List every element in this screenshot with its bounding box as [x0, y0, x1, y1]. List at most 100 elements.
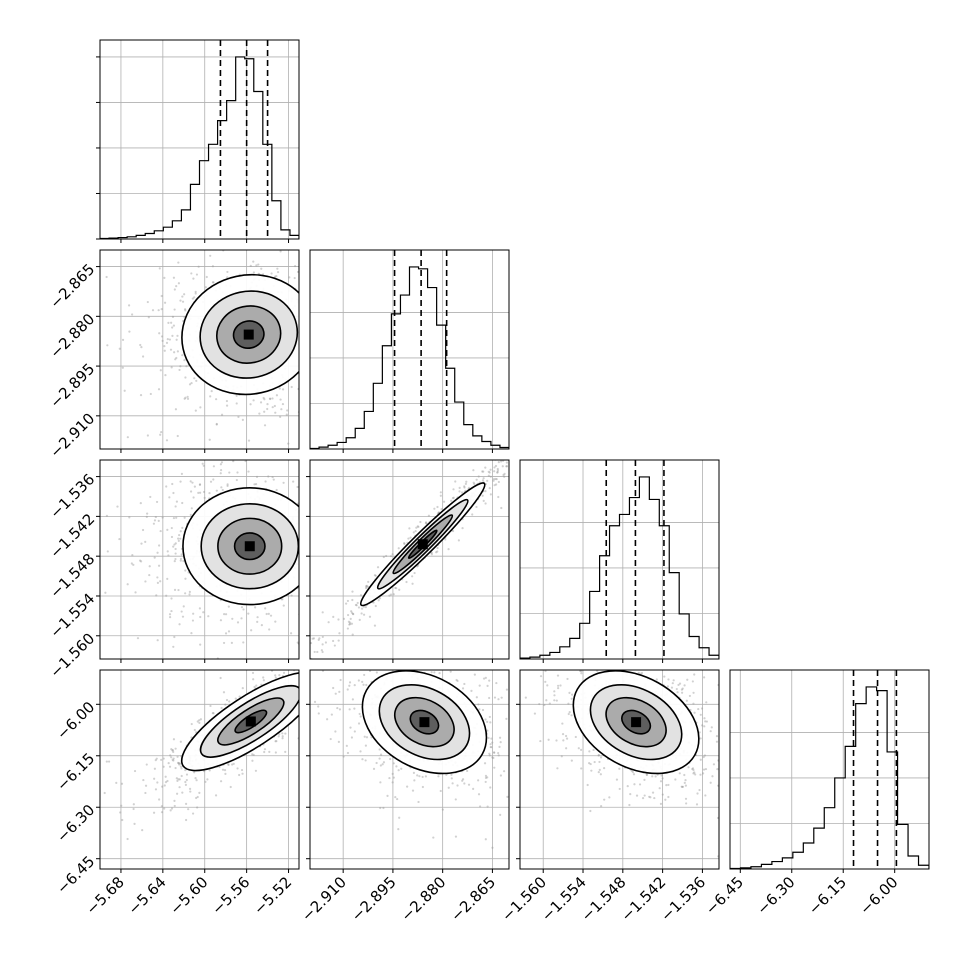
scatter-point [152, 811, 156, 814]
scatter-point [235, 402, 238, 405]
y-axis-2-0: −1.560−1.554−1.548−1.542−1.536 [46, 470, 100, 681]
scatter-point [360, 612, 363, 615]
scatter-point [301, 478, 303, 480]
scatter-point [218, 244, 220, 246]
scatter-point [50, 242, 52, 244]
scatter-point [172, 645, 175, 648]
scatter-point [546, 684, 549, 687]
scatter-point [586, 783, 589, 787]
scatter-point [378, 757, 381, 760]
x-tick-label: −2.865 [447, 873, 499, 925]
scatter-point [348, 621, 352, 624]
scatter-point [174, 542, 177, 545]
scatter-point [307, 591, 309, 593]
scatter-point [144, 580, 147, 583]
scatter-point [131, 313, 134, 316]
scatter-point [138, 559, 142, 562]
density-3-0 [103, 660, 324, 841]
scatter-point [126, 436, 129, 439]
scatter-point [324, 641, 328, 644]
scatter-point [185, 773, 189, 776]
scatter-point [527, 434, 529, 436]
scatter-point [691, 767, 694, 771]
scatter-point [661, 793, 664, 796]
density-3-1 [313, 653, 516, 849]
scatter-point [219, 780, 223, 783]
density-3-2 [524, 647, 723, 858]
scatter-point [346, 613, 350, 617]
scatter-point [395, 765, 398, 768]
scatter-point [351, 354, 353, 356]
scatter-point [514, 772, 516, 774]
scatter-point [199, 615, 202, 619]
scatter-point [319, 726, 321, 728]
scatter-point [314, 371, 316, 373]
scatter-point [701, 724, 704, 727]
scatter-point [303, 701, 305, 703]
scatter-point [176, 434, 179, 438]
scatter-point [318, 566, 320, 568]
scatter-point [482, 470, 485, 473]
scatter-point [473, 482, 476, 486]
scatter-point [212, 465, 215, 468]
scatter-point [676, 691, 679, 694]
scatter-point [202, 464, 205, 467]
scatter-point [268, 750, 271, 753]
x-tick-label: −1.536 [657, 873, 709, 925]
scatter-point [373, 624, 377, 627]
scatter-point [326, 718, 329, 721]
scatter-point [319, 566, 321, 568]
scatter-point [680, 688, 684, 691]
scatter-point [692, 772, 695, 775]
scatter-point [235, 394, 238, 397]
scatter-point [486, 805, 489, 808]
scatter-point [588, 750, 591, 753]
scatter-point [274, 751, 277, 754]
scatter-point [497, 754, 500, 757]
scatter-point [175, 516, 178, 519]
scatter-point [481, 479, 485, 482]
scatter-point [454, 835, 458, 838]
scatter-point [188, 590, 191, 594]
scatter-point [165, 594, 168, 597]
scatter-point [301, 660, 303, 662]
scatter-point [181, 295, 184, 298]
scatter-point [225, 698, 229, 702]
scatter-point [514, 782, 516, 784]
scatter-point [189, 513, 192, 516]
scatter-point [173, 543, 176, 546]
scatter-point [348, 568, 350, 570]
scatter-point [315, 503, 317, 505]
scatter-point [253, 483, 256, 486]
scatter-point [327, 339, 329, 341]
scatter-point [304, 705, 306, 707]
scatter-point [211, 281, 214, 284]
scatter-point [265, 442, 267, 444]
scatter-point [145, 763, 148, 766]
scatter-point [203, 496, 206, 499]
scatter-point [338, 690, 341, 693]
panel-frame [99, 669, 300, 870]
scatter-point [388, 594, 391, 597]
scatter-point [121, 818, 124, 822]
scatter-point [156, 576, 159, 579]
scatter-point [488, 754, 491, 757]
scatter-point [365, 584, 369, 587]
scatter-point [406, 785, 409, 788]
scatter-point [439, 491, 442, 494]
scatter-point [721, 751, 723, 753]
scatter-point [405, 580, 408, 584]
scatter-point [492, 479, 495, 482]
scatter-point [193, 296, 196, 299]
scatter-point [322, 695, 324, 697]
scatter-point [174, 358, 177, 361]
scatter-point [366, 653, 368, 655]
scatter-point [629, 647, 631, 649]
scatter-point [154, 515, 157, 519]
scatter-point [403, 542, 406, 546]
scatter-point [176, 210, 178, 212]
scatter-point [463, 486, 466, 489]
scatter-point [271, 475, 274, 479]
scatter-point [307, 524, 309, 526]
scatter-point [629, 793, 632, 796]
